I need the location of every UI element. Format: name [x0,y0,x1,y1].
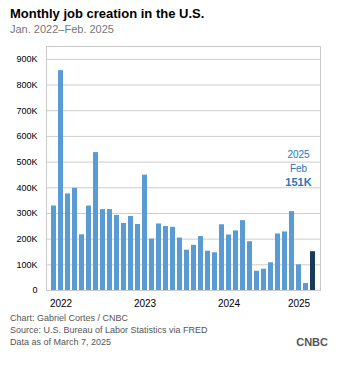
svg-text:800K: 800K [16,80,37,90]
svg-text:900K: 900K [16,54,37,64]
html-text:Jan. 2022–Feb. 2025: Jan. 2022–Feb. 2025 [10,23,114,35]
html-text:CNBC: CNBC [296,336,328,348]
svg-text:100K: 100K [16,260,37,270]
svg-text:200K: 200K [16,234,37,244]
svg-text:2023: 2023 [134,298,157,309]
svg-text:400K: 400K [16,183,37,193]
svg-text:151K: 151K [285,176,311,188]
svg-text:2022: 2022 [50,298,73,309]
svg-text:500K: 500K [16,157,37,167]
svg-text:300K: 300K [16,208,37,218]
svg-text:0: 0 [32,285,37,295]
svg-text:Feb: Feb [290,163,308,174]
html-text:Chart: Gabriel Cortes / CNBC: Chart: Gabriel Cortes / CNBC [10,313,128,323]
svg-text:600K: 600K [16,131,37,141]
html-text:Data as of March 7, 2025: Data as of March 7, 2025 [10,337,112,347]
html-text:Source: U.S. Bureau of Labor S: Source: U.S. Bureau of Labor Statistics … [10,325,208,335]
svg-text:2024: 2024 [218,298,241,309]
svg-text:2025: 2025 [288,298,311,309]
svg-text:700K: 700K [16,106,37,116]
html-text:Monthly job creation in the U.: Monthly job creation in the U.S. [10,6,205,21]
svg-text:2025: 2025 [287,149,310,160]
